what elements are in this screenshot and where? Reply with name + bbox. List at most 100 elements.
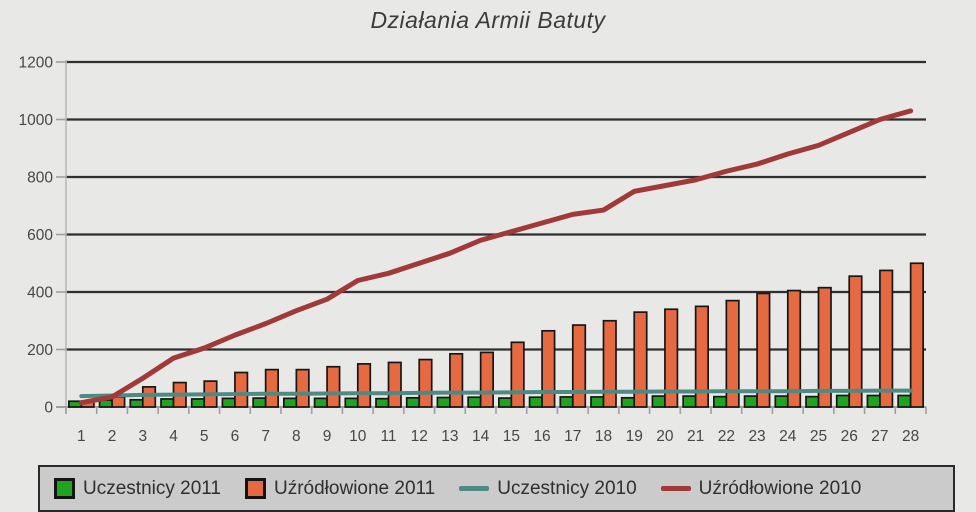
x-axis-label: 23 — [748, 428, 765, 445]
legend-label: Uźródłowione 2010 — [698, 477, 862, 499]
bar-u-r-d-owione-2011 — [817, 286, 832, 408]
chart-legend: Uczestnicy 2011 Uźródłowione 2011 Uczest… — [38, 465, 955, 512]
x-axis-label: 6 — [231, 428, 240, 445]
bar-u-r-d-owione-2011 — [387, 361, 402, 408]
bar-u-r-d-owione-2011 — [326, 365, 341, 408]
x-axis-label: 8 — [292, 428, 301, 445]
bar-u-r-d-owione-2011 — [479, 351, 494, 408]
bar-uczestnicy-2011 — [190, 398, 206, 408]
bar-uczestnicy-2011 — [682, 395, 697, 408]
bar-uczestnicy-2011 — [283, 397, 298, 408]
x-axis-label: 19 — [626, 428, 643, 445]
bar-u-r-d-owione-2011 — [418, 358, 433, 408]
bar-uczestnicy-2011 — [252, 397, 267, 408]
x-axis-label: 16 — [533, 428, 550, 445]
x-axis-label: 24 — [779, 428, 797, 445]
x-axis-label: 12 — [411, 428, 428, 445]
green-square-swatch-icon — [54, 478, 75, 499]
bar-uczestnicy-2011 — [160, 398, 175, 408]
y-axis-label: 400 — [27, 285, 53, 302]
bar-uczestnicy-2011 — [559, 396, 574, 408]
legend-item-uczestnicy-2011: Uczestnicy 2011 — [54, 478, 221, 500]
bar-uczestnicy-2011 — [467, 396, 482, 408]
legend-label: Uczestnicy 2010 — [497, 477, 637, 499]
x-axis-label: 22 — [718, 428, 735, 445]
bar-uczestnicy-2011 — [866, 394, 881, 408]
x-axis-label: 15 — [503, 428, 520, 445]
bar-uczestnicy-2011 — [835, 394, 851, 408]
bar-u-r-d-owione-2011 — [234, 371, 249, 408]
legend-item-uzrodlowione-2011: Uźródłowione 2011 — [245, 478, 435, 500]
legend-label: Uczestnicy 2011 — [83, 477, 221, 499]
bar-u-r-d-owione-2011 — [295, 368, 310, 408]
x-axis-label: 20 — [656, 428, 674, 445]
bar-u-r-d-owione-2011 — [848, 275, 863, 408]
x-axis-label: 3 — [138, 428, 147, 445]
x-axis-label: 21 — [687, 428, 704, 445]
bar-uczestnicy-2011 — [651, 395, 666, 408]
x-axis-label: 4 — [169, 428, 178, 445]
bar-uczestnicy-2011 — [713, 395, 728, 408]
bar-u-r-d-owione-2011 — [633, 311, 648, 408]
bar-uczestnicy-2011 — [743, 395, 758, 408]
x-axis-label: 7 — [261, 428, 270, 445]
line-u-r-d-owione-2010 — [78, 108, 914, 406]
bar-u-r-d-owione-2011 — [694, 305, 709, 408]
bar-uczestnicy-2011 — [498, 397, 513, 408]
bar-u-r-d-owione-2011 — [449, 352, 464, 408]
x-axis-label: 25 — [810, 428, 827, 445]
bar-u-r-d-owione-2011 — [786, 289, 802, 408]
chart-title: Działania Armii Batuty — [370, 7, 606, 33]
bar-uczestnicy-2011 — [344, 397, 359, 408]
bar-uczestnicy-2011 — [805, 395, 820, 408]
x-axis-label: 17 — [564, 428, 581, 445]
y-axis-label: 200 — [27, 342, 53, 359]
orange-square-swatch-icon — [245, 478, 266, 499]
bar-u-r-d-owione-2011 — [571, 324, 587, 408]
x-axis-label: 13 — [441, 428, 458, 445]
y-axis-label: 1000 — [19, 112, 54, 129]
x-axis-label: 5 — [200, 428, 209, 445]
x-axis-label: 28 — [902, 428, 919, 445]
legend-item-uczestnicy-2010: Uczestnicy 2010 — [459, 477, 637, 500]
x-axis-label: 9 — [323, 428, 332, 445]
x-axis-label: 18 — [595, 428, 612, 445]
y-axis-label: 1200 — [19, 55, 54, 72]
legend-label: Uźródłowione 2011 — [274, 477, 436, 499]
teal-line-swatch-icon — [459, 486, 490, 491]
bar-u-r-d-owione-2011 — [141, 386, 157, 408]
bar-uczestnicy-2011 — [897, 394, 912, 408]
bar-u-r-d-owione-2011 — [264, 368, 279, 408]
bar-uczestnicy-2011 — [221, 397, 236, 408]
bar-uczestnicy-2011 — [528, 396, 543, 408]
bar-u-r-d-owione-2011 — [756, 292, 771, 408]
x-axis-label: 1 — [77, 428, 86, 445]
legend-item-uzrodlowione-2010: Uźródłowione 2010 — [660, 477, 862, 500]
bar-u-r-d-owione-2011 — [356, 363, 372, 408]
bar-uczestnicy-2011 — [590, 396, 605, 408]
y-axis-label: 800 — [27, 170, 53, 187]
bar-uczestnicy-2011 — [620, 396, 636, 408]
bar-u-r-d-owione-2011 — [510, 341, 525, 408]
bar-u-r-d-owione-2011 — [909, 262, 924, 408]
x-axis-label: 2 — [108, 428, 117, 445]
bar-uczestnicy-2011 — [405, 396, 421, 408]
bar-u-r-d-owione-2011 — [664, 308, 679, 408]
x-axis-label: 26 — [841, 428, 858, 445]
dark-red-line-swatch-icon — [660, 486, 691, 491]
bar-uczestnicy-2011 — [313, 397, 328, 408]
y-axis-label: 0 — [44, 400, 53, 417]
x-axis-label: 11 — [380, 428, 396, 445]
bar-u-r-d-owione-2011 — [602, 319, 617, 408]
bar-uczestnicy-2011 — [375, 397, 390, 408]
x-axis-label: 27 — [871, 428, 888, 445]
bar-u-r-d-owione-2011 — [541, 329, 556, 408]
bar-uczestnicy-2011 — [436, 396, 451, 408]
y-axis-label: 600 — [27, 227, 53, 244]
x-axis-label: 10 — [349, 428, 367, 445]
line-uczestnicy-2010 — [79, 388, 913, 399]
x-axis-label: 14 — [472, 428, 490, 445]
bar-uczestnicy-2011 — [129, 398, 144, 408]
